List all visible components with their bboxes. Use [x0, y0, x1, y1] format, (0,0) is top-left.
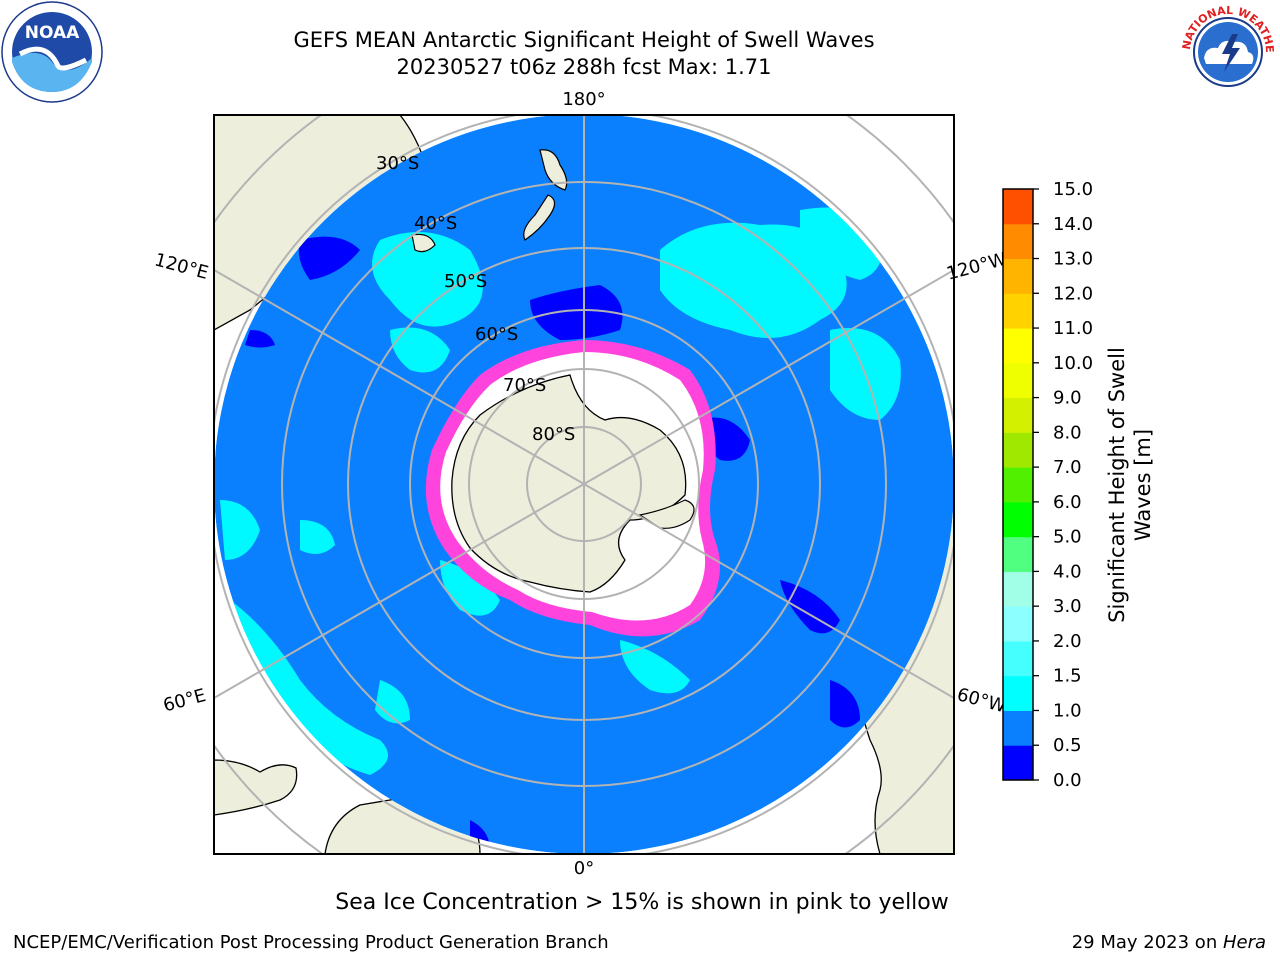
noaa-logo-text: NOAA [25, 23, 80, 43]
lat-label-70s: 70°S [503, 375, 546, 396]
colorbar-segment [1003, 328, 1033, 364]
lon-label-180: 180° [562, 89, 605, 110]
footer-date: 29 May 2023 on Hera [1072, 932, 1266, 953]
colorbar-segment [1003, 362, 1033, 399]
lat-label-60s: 60°S [475, 324, 518, 345]
colorbar-tick-label: 1.5 [1053, 666, 1082, 687]
colorbar-segment [1003, 710, 1033, 746]
lat-label-30s: 30°S [376, 153, 419, 174]
colorbar-tick-label: 3.0 [1053, 596, 1082, 617]
colorbar-tick-label: 1.0 [1053, 700, 1082, 721]
colorbar-segment [1003, 467, 1033, 503]
colorbar-tick-label: 4.0 [1053, 561, 1082, 582]
colorbar-tick-label: 12.0 [1053, 283, 1093, 304]
colorbar-segment [1003, 640, 1033, 677]
footer-date-text: 29 May 2023 on [1071, 932, 1223, 953]
colorbar-tick-label: 15.0 [1053, 179, 1093, 200]
chart-title: GEFS MEAN Antarctic Significant Height o… [293, 28, 875, 52]
chart-subtitle: 20230527 t06z 288h fcst Max: 1.71 [396, 55, 772, 79]
colorbar-tick-label: 5.0 [1053, 527, 1082, 548]
colorbar-tick-label: 8.0 [1053, 422, 1082, 443]
colorbar-segment [1003, 189, 1033, 225]
lat-label-50s: 50°S [444, 271, 487, 292]
colorbar-tick-label: 10.0 [1053, 353, 1093, 374]
colorbar-tick-label: 0.5 [1053, 735, 1082, 756]
colorbar-segment [1003, 432, 1033, 468]
colorbar-segment [1003, 293, 1033, 329]
colorbar-segment [1003, 571, 1033, 607]
colorbar-segment [1003, 397, 1033, 433]
colorbar-tick-label: 11.0 [1053, 318, 1093, 339]
colorbar-tick-label: 2.0 [1053, 631, 1082, 652]
colorbar-label-line1: Significant Height of Swell [1105, 347, 1129, 623]
land-new-zealand [523, 149, 568, 241]
colorbar-frame [1002, 188, 1034, 781]
colorbar-segment [1003, 501, 1033, 538]
map-frame [213, 114, 955, 855]
colorbar-segment [1003, 745, 1033, 781]
lon-label-0: 0° [574, 858, 594, 879]
sea-ice-note: Sea Ice Concentration > 15% is shown in … [335, 890, 949, 915]
graticule [214, 115, 954, 854]
colorbar-segment [1003, 223, 1033, 260]
colorbar-tick-label: 7.0 [1053, 457, 1082, 478]
land-antarctic-peninsula [638, 499, 695, 529]
land-tasmania [411, 233, 436, 253]
colorbar-segment [1003, 675, 1033, 711]
colorbar-tick-label: 13.0 [1053, 249, 1093, 270]
lat-label-40s: 40°S [414, 213, 457, 234]
colorbar-tick-label: 6.0 [1053, 492, 1082, 513]
colorbar-label-line2: Waves [m] [1131, 429, 1155, 541]
colorbar-segment [1003, 606, 1033, 642]
noaa-logo-icon: NOAA [1, 1, 103, 103]
colorbar-tick-label: 14.0 [1053, 214, 1093, 235]
colorbar-tick-label: 0.0 [1053, 770, 1082, 791]
nws-logo-icon: NATIONAL WEATHER SERVICE [1176, 0, 1276, 100]
footer-host: Hera [1222, 932, 1266, 953]
colorbar-segment [1003, 536, 1033, 572]
lat-label-80s: 80°S [532, 424, 575, 445]
land-antarctica [451, 374, 687, 593]
colorbar-segment [1003, 258, 1033, 294]
footer-credit: NCEP/EMC/Verification Post Processing Pr… [13, 932, 609, 953]
colorbar-tick-label: 9.0 [1053, 388, 1082, 409]
